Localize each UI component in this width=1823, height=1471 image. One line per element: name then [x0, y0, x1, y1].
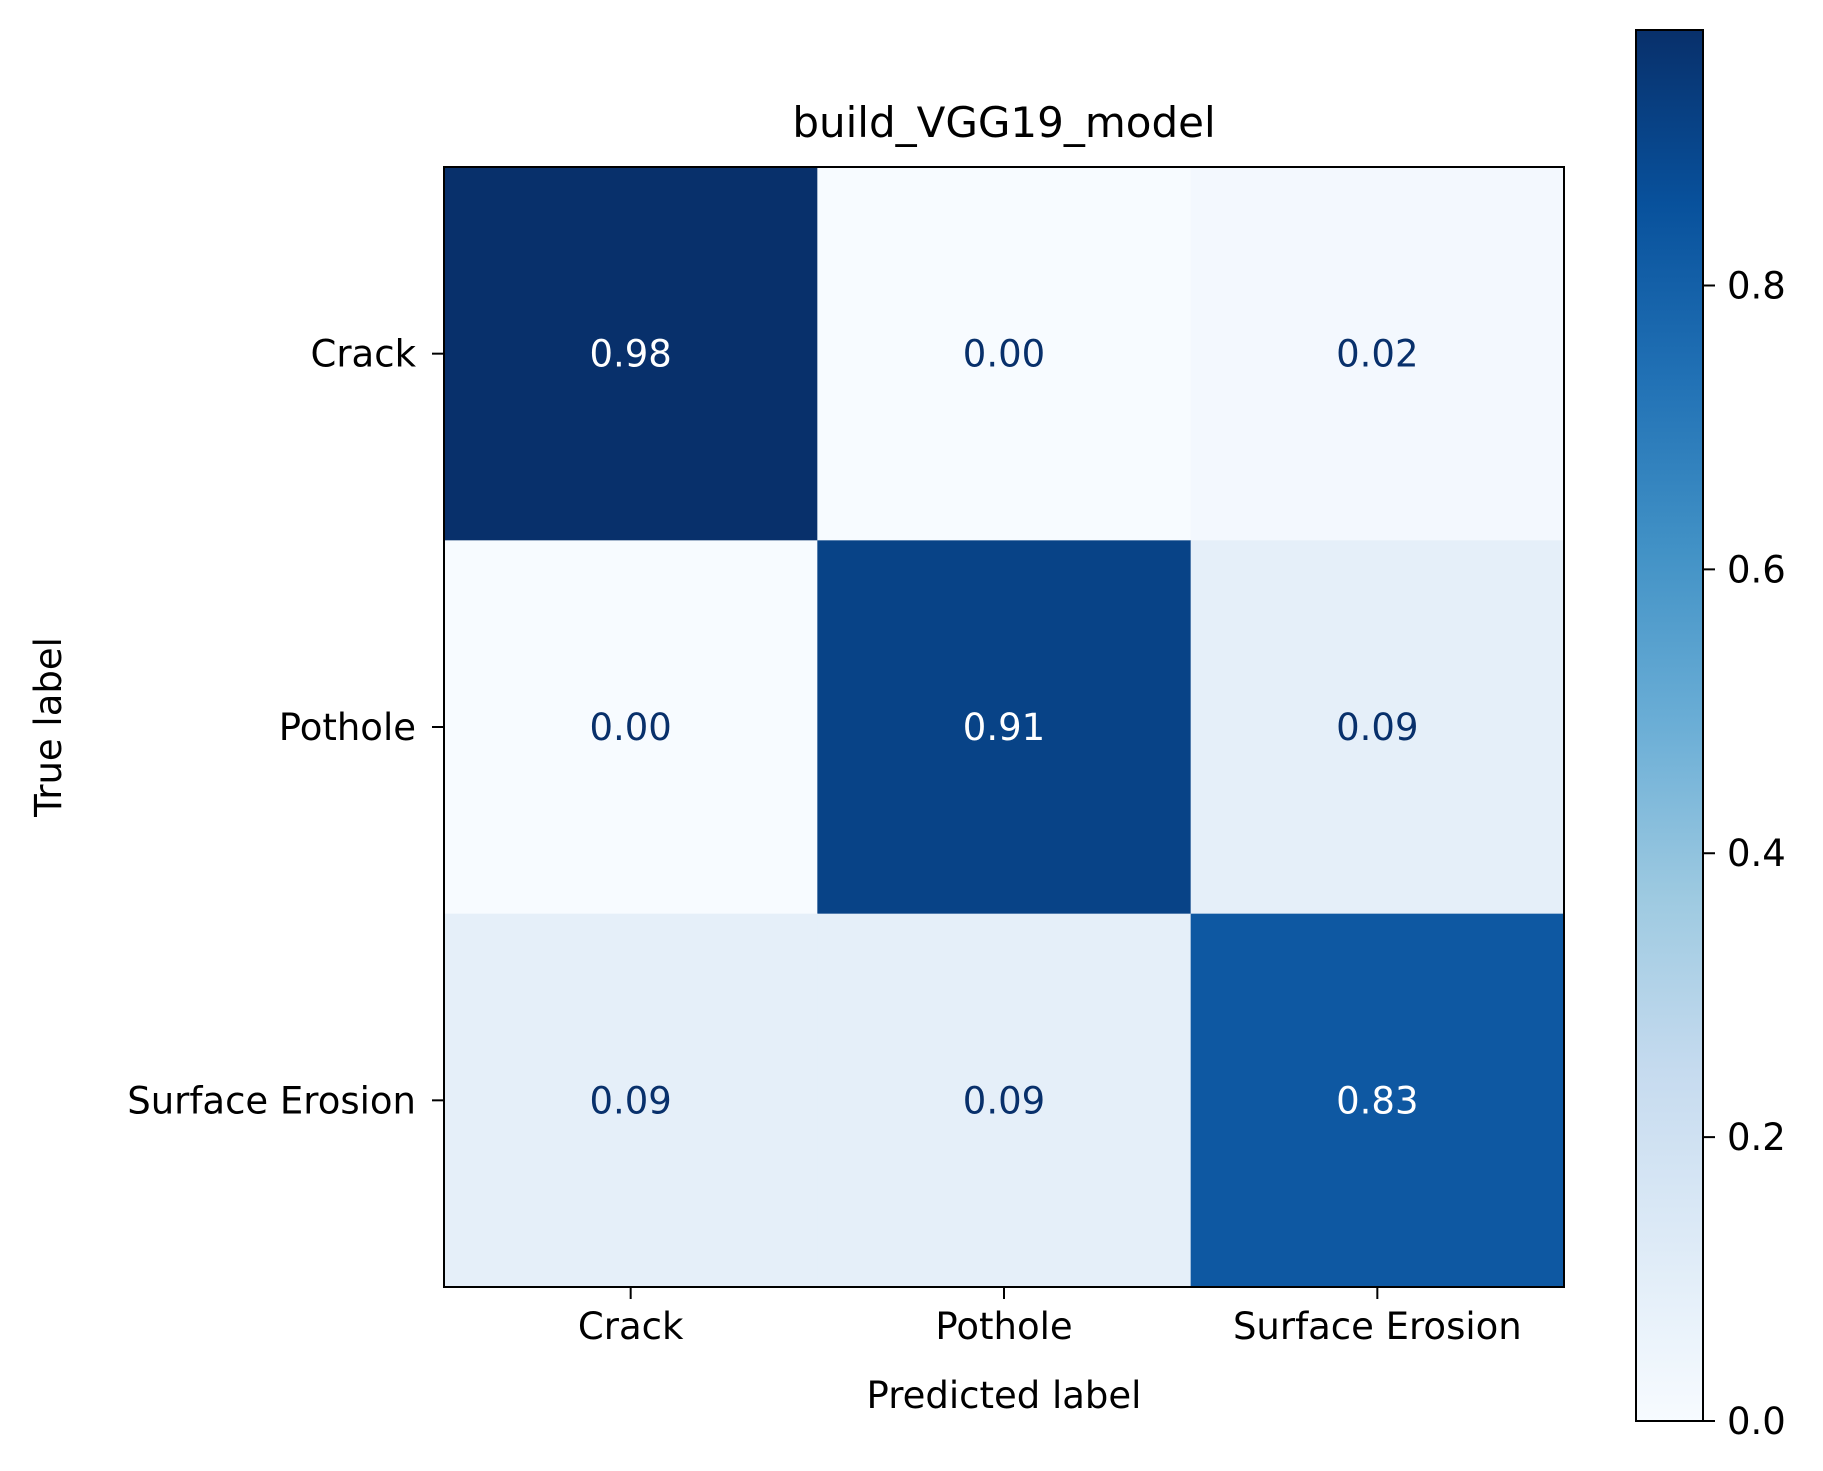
y-tick-label: Crack: [311, 333, 417, 376]
heatmap-cell: [1190, 167, 1565, 541]
x-tick-label: Surface Erosion: [1233, 1305, 1522, 1348]
x-axis: Crack Pothole Surface Erosion: [578, 1287, 1522, 1348]
colorbar-tick-label: 0.2: [1727, 1116, 1786, 1159]
colorbar-axis: 0.0 0.2 0.4 0.6 0.8: [1703, 264, 1786, 1443]
colorbar-tick-label: 0.0: [1727, 1400, 1786, 1443]
heatmap-cell: [817, 167, 1192, 541]
y-tick-label: Surface Erosion: [127, 1079, 416, 1122]
heatmap-cell: [1190, 913, 1565, 1288]
heatmap-cell: [444, 167, 818, 541]
colorbar: [1635, 29, 1704, 1422]
cell-value-label: 0.00: [589, 706, 671, 749]
colorbar-tick-label: 0.4: [1727, 832, 1786, 875]
cell-value-label: 0.09: [1336, 706, 1418, 749]
x-tick-label: Crack: [578, 1305, 684, 1348]
cell-value-label: 0.09: [589, 1079, 671, 1122]
cell-value-label: 0.91: [963, 706, 1045, 749]
x-tick-label: Pothole: [935, 1305, 1072, 1348]
heatmap-cells: [444, 167, 1565, 1288]
colorbar-tick-label: 0.6: [1727, 548, 1786, 591]
heatmap-cell-labels: 0.98 0.00 0.02 0.00 0.91 0.09 0.09 0.09 0.83: [589, 333, 1418, 1123]
heatmap-cell: [817, 913, 1192, 1288]
heatmap-cell: [817, 540, 1192, 915]
cell-value-label: 0.09: [963, 1079, 1045, 1122]
cell-value-label: 0.98: [589, 333, 671, 376]
y-axis-label: True label: [27, 637, 70, 818]
heatmap-cell: [444, 540, 818, 915]
heatmap-cell: [444, 913, 818, 1288]
cell-value-label: 0.83: [1336, 1079, 1418, 1122]
colorbar-tick-label: 0.8: [1727, 264, 1786, 307]
chart-title: build_VGG19_model: [792, 98, 1215, 147]
y-tick-label: Pothole: [279, 706, 416, 749]
x-axis-label: Predicted label: [867, 1374, 1142, 1417]
heatmap-cell: [1190, 540, 1565, 915]
cell-value-label: 0.02: [1336, 333, 1418, 376]
cell-value-label: 0.00: [963, 333, 1045, 376]
y-axis: Crack Pothole Surface Erosion: [127, 333, 444, 1122]
